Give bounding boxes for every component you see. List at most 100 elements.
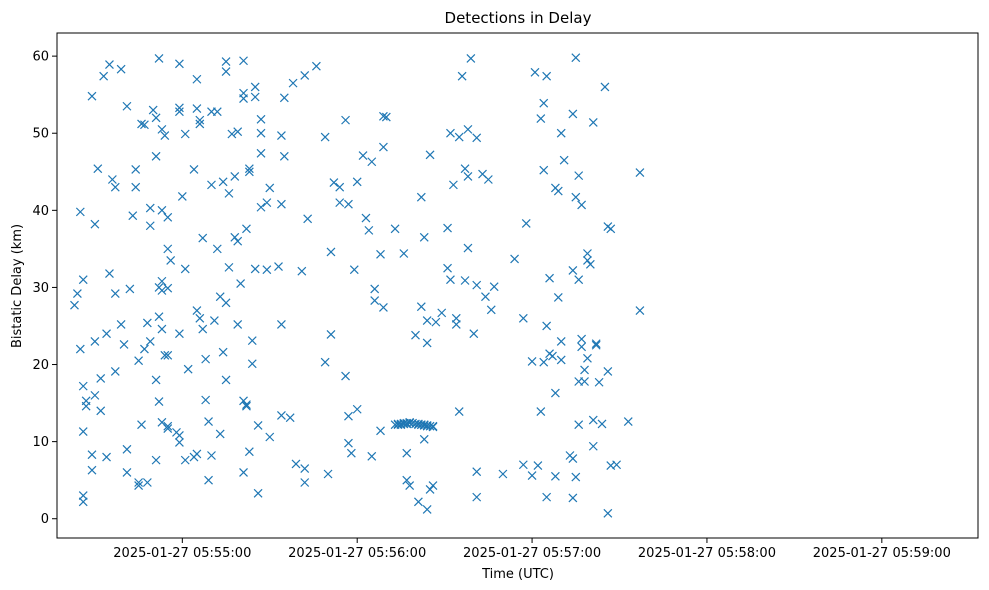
data-point <box>548 351 557 361</box>
data-point <box>585 259 595 269</box>
data-point <box>518 313 528 323</box>
data-point <box>137 119 146 129</box>
data-point <box>204 475 213 485</box>
data-point <box>242 224 251 234</box>
data-point <box>256 148 266 158</box>
data-point <box>180 129 190 139</box>
data-point <box>603 367 613 376</box>
data-point <box>588 415 598 425</box>
data-point <box>276 410 286 420</box>
data-point <box>367 451 377 461</box>
data-point <box>580 365 589 375</box>
data-point <box>183 364 193 374</box>
data-point <box>510 254 520 264</box>
data-point <box>358 151 368 161</box>
data-point <box>568 266 578 275</box>
data-point <box>556 128 566 138</box>
data-point <box>209 316 219 326</box>
data-point <box>192 74 202 84</box>
y-tick-label: 0 <box>41 512 49 527</box>
x-tick-label: 2025-01-27 05:57:00 <box>463 546 601 561</box>
data-point <box>110 289 120 299</box>
data-point <box>140 344 149 354</box>
data-point <box>157 276 167 286</box>
data-point <box>198 324 208 334</box>
data-point <box>370 284 380 294</box>
data-point <box>416 192 426 202</box>
data-point <box>87 465 97 475</box>
data-point <box>344 438 353 448</box>
data-point <box>230 232 240 242</box>
data-point <box>381 112 391 122</box>
data-point <box>244 164 254 174</box>
data-point <box>481 292 490 302</box>
data-point <box>367 157 377 167</box>
data-point <box>344 199 353 209</box>
data-point <box>349 265 359 275</box>
data-point <box>577 342 587 352</box>
data-point <box>326 330 336 339</box>
data-point <box>87 450 97 460</box>
data-point <box>224 262 234 272</box>
data-point <box>204 417 213 427</box>
data-point <box>285 413 295 423</box>
data-point <box>221 298 231 308</box>
data-point <box>606 224 616 234</box>
y-tick-label: 30 <box>32 281 49 296</box>
data-point <box>218 177 228 187</box>
data-point <box>116 320 126 329</box>
data-point <box>233 127 243 137</box>
data-point <box>128 211 138 221</box>
data-point <box>78 275 88 285</box>
data-point <box>329 178 339 187</box>
data-point <box>125 284 135 294</box>
data-point <box>539 357 549 367</box>
data-point <box>201 354 211 364</box>
data-point <box>145 203 155 213</box>
y-tick-label: 20 <box>32 358 49 373</box>
data-point <box>422 316 432 326</box>
data-point <box>577 334 587 344</box>
data-point <box>122 468 132 477</box>
data-point <box>253 421 263 430</box>
data-point <box>134 356 144 366</box>
data-point <box>239 396 248 406</box>
data-point <box>157 286 167 295</box>
data-point <box>174 329 184 339</box>
data-point <box>300 464 310 474</box>
data-point <box>583 249 592 258</box>
data-point <box>137 420 146 430</box>
data-point <box>151 375 161 385</box>
data-point <box>221 57 231 66</box>
data-point <box>142 478 152 487</box>
data-point <box>78 497 88 507</box>
data-point <box>376 249 385 259</box>
data-point <box>463 171 473 181</box>
data-point <box>134 478 144 487</box>
data-point <box>154 397 164 406</box>
data-point <box>154 312 164 322</box>
data-point <box>472 133 482 143</box>
data-point <box>174 103 184 113</box>
data-point <box>166 256 176 265</box>
data-point <box>215 429 225 439</box>
data-point <box>163 244 173 254</box>
data-point <box>90 336 100 346</box>
data-point <box>279 93 289 103</box>
data-point <box>556 355 566 365</box>
data-point <box>431 317 441 327</box>
data-point <box>131 182 141 192</box>
data-point <box>446 128 455 138</box>
data-point <box>486 305 496 315</box>
data-point <box>107 175 117 184</box>
data-point <box>413 497 423 507</box>
x-tick-label: 2025-01-27 05:59:00 <box>813 546 951 561</box>
data-point <box>527 357 537 366</box>
data-point <box>239 468 248 477</box>
data-point <box>256 128 266 138</box>
data-point <box>437 308 447 318</box>
data-point <box>603 508 613 518</box>
data-point <box>163 212 173 222</box>
data-point <box>446 275 455 285</box>
